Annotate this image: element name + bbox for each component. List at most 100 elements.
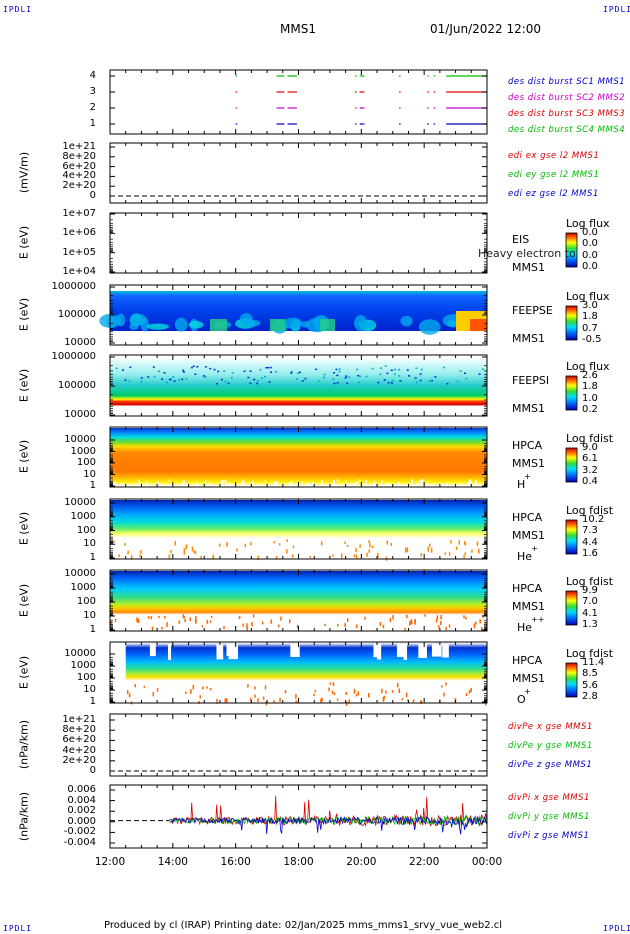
heatmap-speckle-hpca_h xyxy=(457,483,459,488)
heatmap-speckle-hpca_o xyxy=(247,684,249,688)
heatmap-feepsi-speckle xyxy=(346,382,349,385)
heatmap-speckle-hpca_h xyxy=(426,481,429,486)
heatmap-speckle-hpca_he xyxy=(353,554,356,558)
heatmap-feepsi-speckle xyxy=(408,375,411,377)
colorbar-value-hpca_hepp-1: 7.0 xyxy=(582,596,598,608)
y-tick-label-hpca_o-2: 100 xyxy=(76,672,96,683)
heatmap-speckle-hpca_he xyxy=(359,544,361,548)
heatmap-feepse-texture xyxy=(188,321,204,329)
heatmap-feepsi-speckle xyxy=(399,380,402,382)
y-tick-label-hpca_o-1: 1000 xyxy=(70,660,96,671)
y-tick-label-hpca_h-1: 1000 xyxy=(70,445,96,457)
heatmap-speckle-hpca_o xyxy=(295,700,297,703)
x-tick-label-4: 20:00 xyxy=(346,856,377,868)
heatmap-speckle-hpca_he xyxy=(212,554,215,559)
heatmap-speckle-hpca_h xyxy=(157,481,160,486)
colorbar-value-hpca_hepp-0: 9.9 xyxy=(582,585,598,596)
heatmap-speckle-hpca_he xyxy=(429,543,431,547)
species-label-hpca_o: O xyxy=(517,693,526,706)
instrument-label-hpca_he-1: MMS1 xyxy=(512,529,545,542)
heatmap-feepsi-speckle xyxy=(464,372,467,374)
heatmap-speckle-hpca_h xyxy=(328,484,330,489)
heatmap-speckle-hpca_h xyxy=(242,479,244,483)
colorbar-title-eis: Log flux xyxy=(566,217,610,230)
y-tick-label-feepse-0: 1000000 xyxy=(51,281,96,292)
heatmap-feepse-texture xyxy=(270,319,285,331)
heatmap-feepsi-speckle xyxy=(296,378,299,380)
corner-label-top-right: IPDLI xyxy=(603,5,630,14)
heatmap-feepsi-speckle xyxy=(481,368,484,370)
heatmap-speckle-hpca_h xyxy=(386,483,389,486)
heatmap-gap-hpca_o xyxy=(396,644,405,658)
heatmap-feepsi-speckle xyxy=(269,366,272,369)
heatmap-speckle-hpca_h xyxy=(420,481,423,486)
heatmap-speckle-hpca_h xyxy=(419,479,422,483)
heatmap-speckle-hpca_h xyxy=(380,483,383,489)
heatmap-feepsi-speckle xyxy=(377,381,380,384)
heatmap-speckle-hpca_h xyxy=(181,482,184,485)
heatmap-speckle-hpca_h xyxy=(388,484,391,487)
heatmap-speckle-hpca_hepp xyxy=(389,617,392,622)
heatmap-feepsi-speckle xyxy=(181,378,184,381)
heatmap-feepsi-speckle xyxy=(182,371,185,373)
heatmap-speckle-hpca_h xyxy=(146,481,148,485)
heatmap-speckle-hpca_o xyxy=(190,689,192,694)
heatmap-feepsi-speckle xyxy=(260,377,263,379)
heatmap-gap-hpca_o xyxy=(216,644,224,660)
colorbar-value-hpca_he-2: 4.4 xyxy=(582,536,598,548)
y-tick-label-burst-0: 4 xyxy=(89,70,96,81)
heatmap-speckle-hpca_o xyxy=(279,697,281,702)
heatmap-feepsi-speckle xyxy=(301,380,304,382)
heatmap-feepse-texture xyxy=(106,316,117,328)
legend-divpi-0: divPi x gse MMS1 xyxy=(508,793,590,803)
colorbar-value-eis-3: 0.0 xyxy=(582,261,598,272)
heatmap-feepse-texture xyxy=(239,313,253,325)
instrument-label-hpca_h-0: HPCA xyxy=(512,439,543,452)
heatmap-speckle-hpca_o xyxy=(382,696,385,702)
heatmap-speckle-hpca_h xyxy=(289,482,291,487)
corner-label-top-left: IPDLI xyxy=(3,5,33,14)
y-tick-label-divpe-1: 8e+20 xyxy=(62,724,96,736)
y-tick-label-burst-3: 1 xyxy=(89,118,96,129)
heatmap-speckle-hpca_he xyxy=(275,556,278,560)
heatmap-feepsi-speckle xyxy=(478,373,481,375)
heatmap-speckle-hpca_o xyxy=(313,693,315,697)
y-tick-label-hpca_hepp-4: 1 xyxy=(89,624,96,635)
y-tick-label-hpca_hepp-3: 10 xyxy=(83,610,96,621)
heatmap-speckle-hpca_o xyxy=(333,692,336,696)
heatmap-speckle-hpca_hepp xyxy=(238,615,241,620)
heatmap-feepsi-speckle xyxy=(265,366,268,369)
heatmap-feepsi-speckle xyxy=(152,366,155,368)
heatmap-speckle-hpca_hepp xyxy=(463,615,465,619)
heatmap-feepsi-speckle xyxy=(333,372,336,374)
heatmap-speckle-hpca_o xyxy=(468,690,471,694)
heatmap-speckle-hpca_o xyxy=(152,691,155,697)
heatmap-speckle-hpca_hepp xyxy=(210,615,213,618)
heatmap-feepsi-speckle xyxy=(259,368,262,371)
heatmap-feepsi-speckle xyxy=(392,380,395,382)
heatmap-feepsi-speckle xyxy=(247,376,250,379)
heatmap-feepsi-speckle xyxy=(270,371,273,373)
heatmap-feepsi-speckle xyxy=(128,380,131,382)
heatmap-feepsi-speckle xyxy=(446,382,449,385)
heatmap-speckle-hpca_he xyxy=(194,550,197,555)
species-charge-hpca_o: + xyxy=(524,687,531,696)
y-tick-label-divpi-1: 0.004 xyxy=(67,794,96,806)
colorbar-value-hpca_h-1: 6.1 xyxy=(582,453,598,465)
heatmap-speckle-hpca_he xyxy=(273,541,276,544)
heatmap-feepsi-speckle xyxy=(147,376,150,378)
legend-divpe-0: divPe x gse MMS1 xyxy=(508,722,593,732)
instrument-label-feepse-0: FEEPSE xyxy=(512,304,553,317)
y-tick-label-divpe-0: 1e+21 xyxy=(62,714,96,725)
heatmap-feepsi-speckle xyxy=(315,368,318,371)
heatmap-feepsi-speckle xyxy=(383,379,386,381)
heatmap-speckle-hpca_hepp xyxy=(136,617,138,623)
legend-divpe-1: divPe y gse MMS1 xyxy=(508,741,593,751)
heatmap-speckle-hpca_hepp xyxy=(195,616,197,620)
heatmap-feepsi xyxy=(110,357,487,414)
heatmap-speckle-hpca_he xyxy=(257,555,260,561)
colorbar-value-feepsi-3: 0.2 xyxy=(582,404,598,415)
heatmap-feepsi-speckle xyxy=(194,373,197,375)
colorbar-title-hpca_hepp: Log fdist xyxy=(566,575,614,588)
colorbar-value-feepse-1: 1.8 xyxy=(582,311,598,323)
